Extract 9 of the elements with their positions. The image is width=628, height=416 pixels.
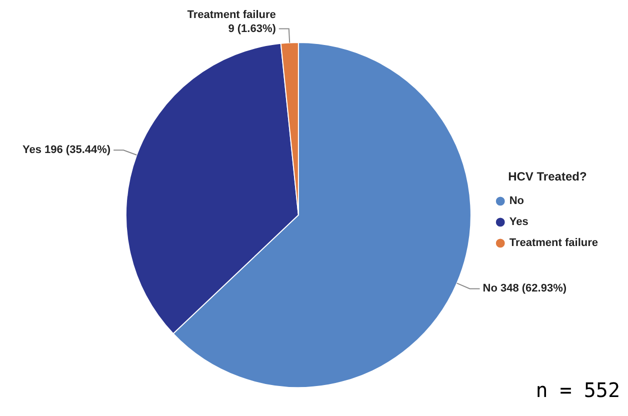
slice-label: Treatment failure [187,8,276,21]
legend-label: No [509,195,524,208]
data-label: 9 (1.63%) [228,22,276,35]
legend-label: Yes [509,216,528,228]
legend-label: Treatment failure [509,237,598,250]
text: n = 552 [536,378,620,402]
legend-title: HCV Treated? [508,170,587,184]
category-label: No 348 (62.93%) [482,282,567,295]
category-label: Yes 196 (35.44%) [22,144,111,156]
